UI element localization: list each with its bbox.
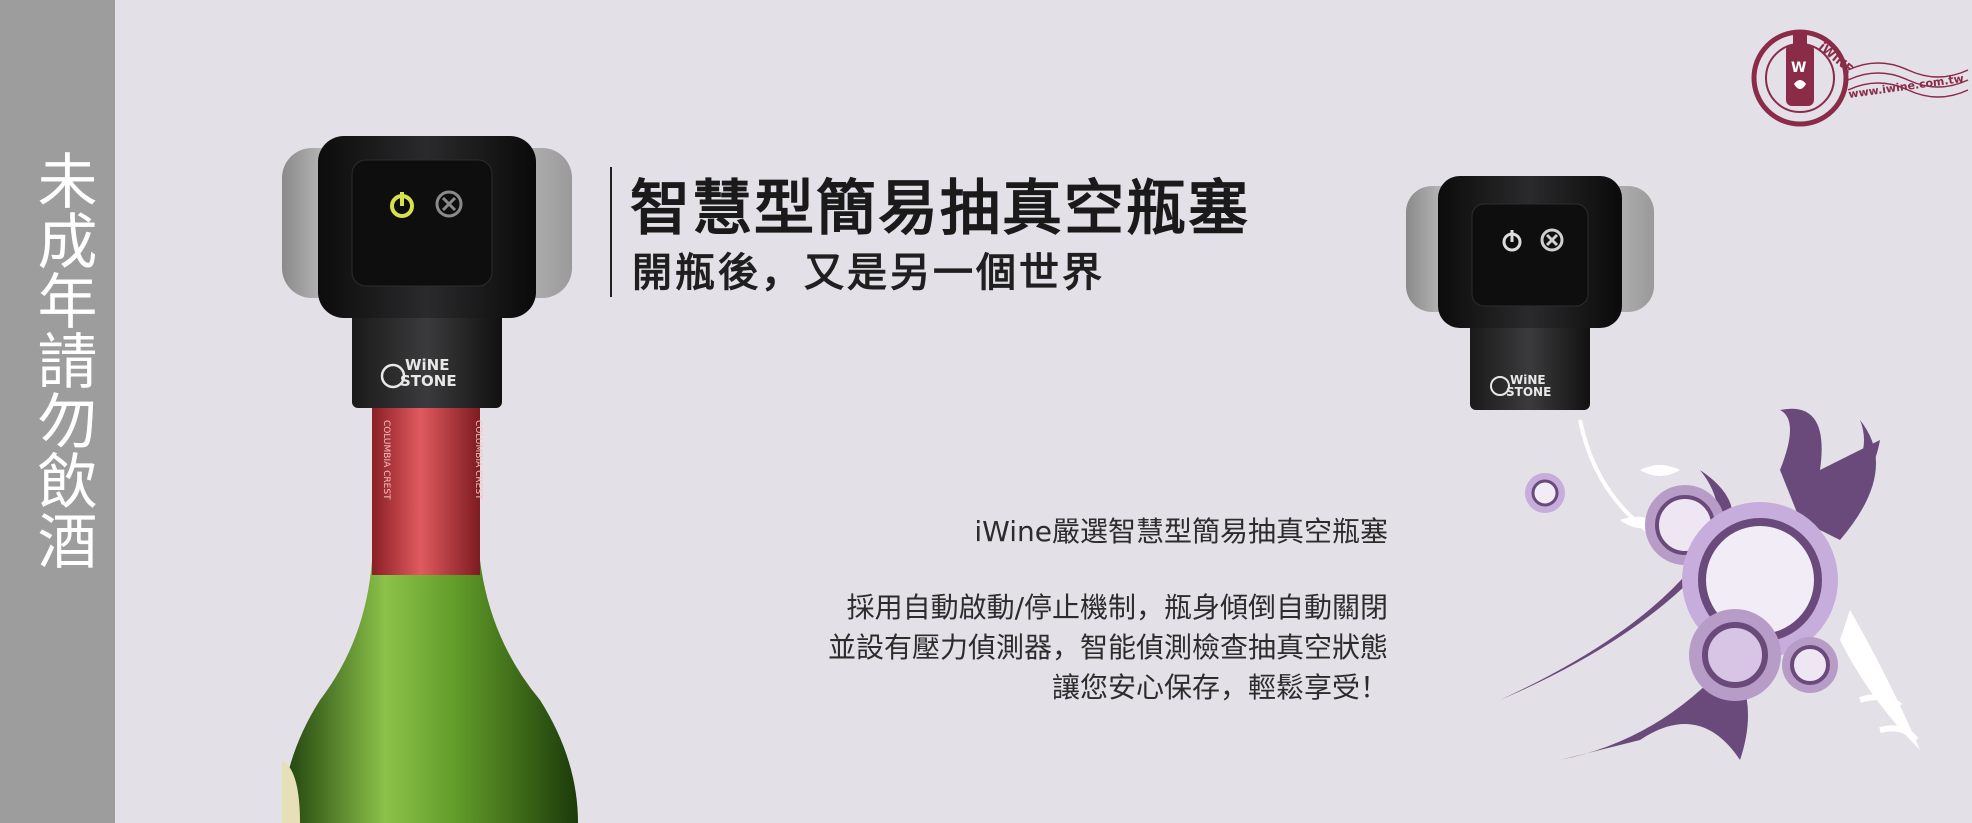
description-line: 讓您安心保存，輕鬆享受！ (1051, 671, 1388, 704)
product-description: iWine嚴選智慧型簡易抽真空瓶塞 採用自動啟動/停止機制，瓶身傾倒自動關閉 並… (828, 510, 1388, 708)
headline: 智慧型簡易抽真空瓶塞 (630, 174, 1250, 244)
description-line: 採用自動啟動/停止機制，瓶身傾倒自動關閉 (846, 591, 1388, 624)
capsule-text-right: COLUMBIA CREST (473, 420, 483, 500)
wine-bottle: COLUMBIA CREST COLUMBIA CREST (282, 405, 578, 823)
subheadline: 開瓶後，又是另一個世界 (632, 250, 1105, 296)
logo-w-icon: W (1791, 60, 1806, 76)
vacuum-stopper-large: WiNE STONE (282, 136, 572, 408)
age-warning-text: 未成年請勿飲酒 (27, 150, 97, 570)
brand-small-line1: WiNE (1510, 373, 1546, 387)
iwine-logo: W iWINE (1751, 29, 1969, 127)
capsule-text: COLUMBIA CREST (381, 420, 391, 500)
description-line: 並設有壓力偵測器，智能偵測檢查抽真空狀態 (827, 631, 1388, 664)
age-warning-bar (0, 0, 115, 823)
vacuum-stopper-small: WiNE STONE (1406, 176, 1654, 410)
logo-arc-text: iWINE (1816, 40, 1856, 76)
brand-small-line2: STONE (1506, 385, 1551, 399)
description-lead: iWine嚴選智慧型簡易抽真空瓶塞 (974, 515, 1388, 548)
floral-ornament (1500, 408, 1920, 760)
brand-line1: WiNE (405, 356, 450, 374)
heading-divider (610, 167, 612, 297)
brand-line2: STONE (400, 372, 457, 390)
